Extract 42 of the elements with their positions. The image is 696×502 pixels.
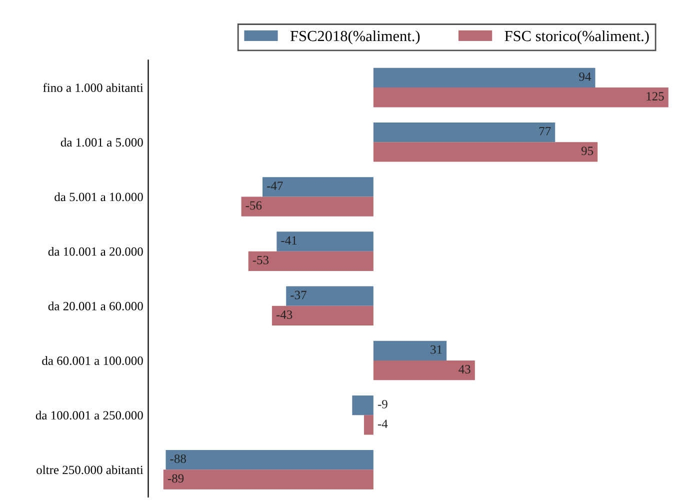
y-tick-label: da 10.001 a 20.000 (48, 246, 143, 256)
bar (373, 340, 447, 360)
bar (241, 196, 374, 216)
bar (262, 177, 374, 197)
bar (166, 450, 374, 470)
bar (373, 122, 556, 142)
bar (286, 286, 374, 306)
y-tick-label: da 5.001 a 10.000 (54, 192, 143, 202)
y-tick-label: oltre 250.000 abitanti (36, 465, 144, 474)
data-label: -56 (246, 201, 262, 210)
legend-label: FSC2018(%aliment.) (290, 30, 420, 44)
bar (276, 232, 374, 252)
y-tick-label: fino a 1.000 abitanti (43, 83, 144, 92)
y-tick-label: da 60.001 a 100.000 (42, 356, 143, 366)
y-tick-label: da 20.001 a 60.000 (48, 302, 143, 310)
legend-label: FSC storico(%aliment.) (504, 30, 649, 44)
bar (373, 142, 598, 162)
bar (248, 251, 374, 271)
data-label: -53 (252, 256, 269, 264)
data-label: -37 (290, 290, 306, 300)
data-label: 125 (646, 92, 664, 100)
data-label: 77 (539, 127, 551, 136)
bar (364, 415, 374, 435)
bar (163, 470, 374, 490)
bar (373, 360, 475, 380)
data-label: -88 (170, 454, 186, 463)
data-label: 94 (579, 72, 592, 81)
data-label: -41 (281, 236, 297, 244)
data-label: -4 (378, 420, 388, 428)
data-label: 43 (458, 365, 470, 374)
data-label: -47 (267, 182, 283, 190)
bar (352, 395, 374, 416)
data-label: -9 (378, 400, 388, 408)
data-label: 31 (430, 345, 442, 354)
data-label: -43 (276, 310, 292, 319)
y-tick-label: da 100.001 a 250.000 (36, 410, 143, 420)
data-label: 95 (581, 146, 594, 156)
bar (272, 306, 374, 326)
data-label: -89 (168, 474, 184, 483)
y-tick-label: da 1.001 a 5.000 (60, 138, 143, 147)
bar (373, 68, 596, 88)
bar (373, 88, 668, 108)
